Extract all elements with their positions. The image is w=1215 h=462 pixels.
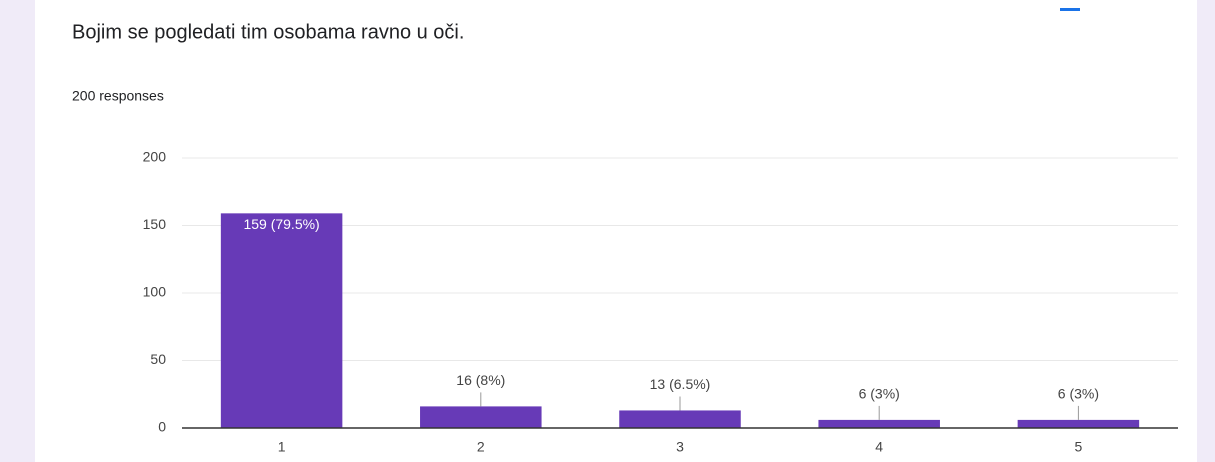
- bar: [619, 410, 741, 428]
- data-label: 6 (3%): [859, 386, 900, 402]
- data-label: 16 (8%): [456, 372, 505, 388]
- x-tick-label: 4: [875, 439, 883, 455]
- tab-indicator: [1060, 8, 1080, 11]
- bar: [220, 213, 343, 428]
- bar: [1017, 419, 1140, 428]
- x-tick-label: 5: [1075, 439, 1083, 455]
- y-tick-label: 150: [143, 216, 167, 232]
- data-label: 6 (3%): [1058, 386, 1099, 402]
- x-tick-label: 2: [477, 439, 485, 455]
- y-tick-label: 0: [158, 419, 166, 435]
- bar: [818, 419, 940, 428]
- data-label: 159 (79.5%): [243, 216, 319, 232]
- bar: [420, 406, 542, 428]
- x-tick-label: 1: [278, 439, 286, 455]
- chart-title: Bojim se pogledati tim osobama ravno u o…: [72, 21, 464, 43]
- response-count: 200 responses: [72, 88, 164, 104]
- x-tick-label: 3: [676, 439, 684, 455]
- data-label: 13 (6.5%): [650, 376, 711, 392]
- y-tick-label: 200: [143, 149, 167, 165]
- y-tick-label: 50: [150, 351, 166, 367]
- y-tick-label: 100: [143, 284, 167, 300]
